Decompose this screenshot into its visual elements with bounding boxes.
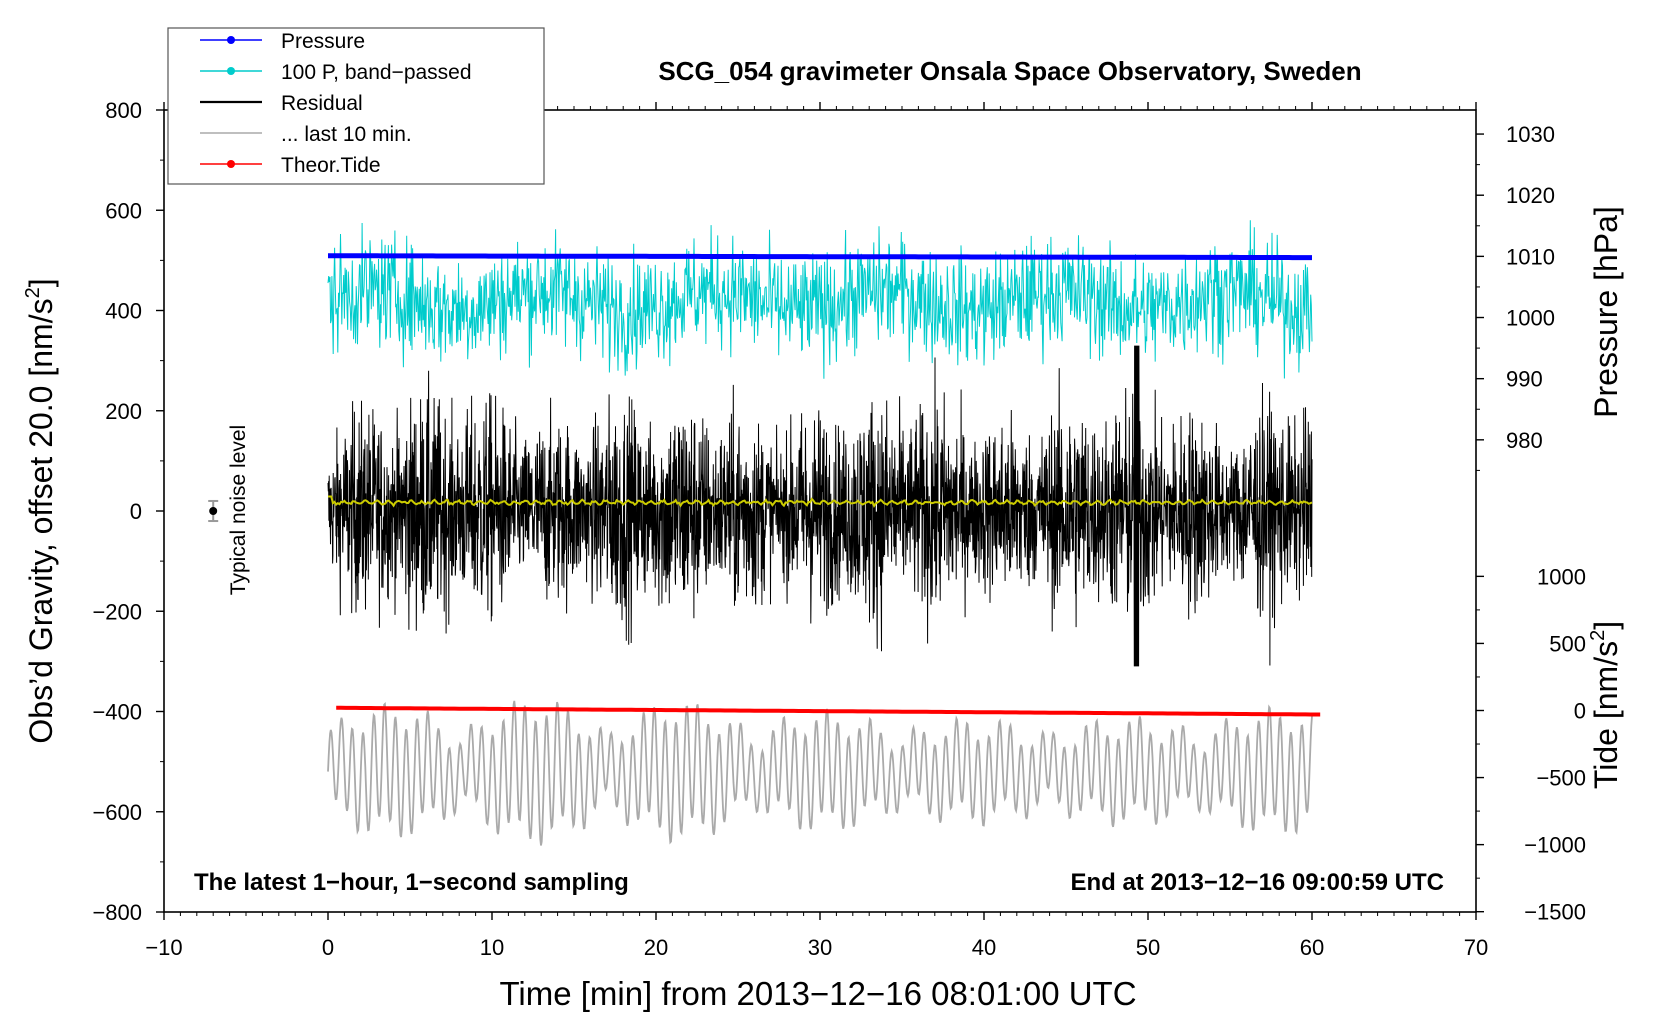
pressure-tick-label: 1030 [1506,122,1555,147]
x-tick-label: 40 [972,935,996,960]
y-tick-label-left: 400 [105,299,142,324]
y-axis-label-left-main: Obs’d Gravity, offset 20.0 [nm/s [23,298,59,743]
annotation-sampling: The latest 1−hour, 1−second sampling [194,869,629,896]
y-tick-label-left: −400 [92,700,142,725]
legend-label: Theor.Tide [281,154,381,177]
x-tick-label: 0 [322,935,334,960]
chart-title: SCG_054 gravimeter Onsala Space Observat… [658,56,1361,86]
pressure-tick-label: 1000 [1506,306,1555,331]
y-axis-label-tide: Tide [nm/s2] [1587,621,1624,789]
x-tick-label: 70 [1464,935,1488,960]
noise-level-marker [208,499,219,523]
y-axis-label-tide-end: ] [1588,621,1624,630]
legend-label: Residual [281,92,363,115]
x-tick-label: 20 [644,935,668,960]
y-axis-label-tide-sup: 2 [1587,630,1609,641]
series-last-10-min-line [327,700,1313,846]
legend-box [167,27,545,185]
x-tick-label: 30 [808,935,832,960]
tide-tick-label: −500 [1536,766,1586,791]
legend-marker [227,36,235,44]
legend: Pressure 100 P, band−passed Residual ... la… [167,27,545,185]
noise-center-dot [209,507,218,515]
pressure-tick-label: 980 [1506,428,1543,453]
y-tick-label-left: 0 [130,499,142,524]
legend-marker [227,160,235,168]
series-bandpassed-pressure-line [327,220,1313,379]
y-tick-label-left: 200 [105,399,142,424]
series-residual-line [327,345,1313,667]
x-tick-label: 60 [1300,935,1324,960]
noise-level-label: Typical noise level [227,425,250,595]
pressure-tick-label: 1020 [1506,183,1555,208]
tide-tick-label: 500 [1549,631,1586,656]
y-tick-label-left: 600 [105,198,142,223]
annotation-end-time: End at 2013−12−16 09:00:59 UTC [1070,869,1444,896]
y-tick-label-left: −600 [92,800,142,825]
series-pressure-line [328,253,1312,261]
tide-tick-label: 0 [1574,698,1586,723]
y-tick-label-left: 800 [105,98,142,123]
x-tick-label: −10 [145,935,182,960]
y-tick-label-left: −200 [92,599,142,624]
tide-tick-label: −1500 [1524,900,1586,925]
legend-label: Pressure [281,30,365,53]
pressure-tick-label: 990 [1506,367,1543,392]
series-theoretical-tide-line [336,705,1321,717]
y-axis-label-left-sup: 2 [22,287,44,298]
legend-marker [227,67,235,75]
pressure-tick-label: 1010 [1506,244,1555,269]
x-tick-label: 10 [480,935,504,960]
x-axis-label: Time [min] from 2013−12−16 08:01:00 UTC [499,975,1136,1012]
tide-tick-label: −1000 [1524,833,1586,858]
tide-tick-label: 1000 [1537,564,1586,589]
y-tick-label-left: −800 [92,900,142,925]
legend-label: 100 P, band−passed [281,61,472,84]
legend-label: ... last 10 min. [281,123,412,146]
y-axis-label-left-end: ] [23,278,59,287]
y-axis-label-pressure: Pressure [hPa] [1588,206,1624,418]
series-layer [327,220,1321,846]
y-axis-label-tide-main: Tide [nm/s [1588,641,1624,789]
tick-layer: −10 0 10 20 30 40 50 60 70−800−600−400−200020040… [92,98,1586,960]
x-tick-label: 50 [1136,935,1160,960]
series-residual-smoothed-line [328,495,1313,509]
y-axis-label-left: Obs’d Gravity, offset 20.0 [nm/s2] [22,278,59,743]
